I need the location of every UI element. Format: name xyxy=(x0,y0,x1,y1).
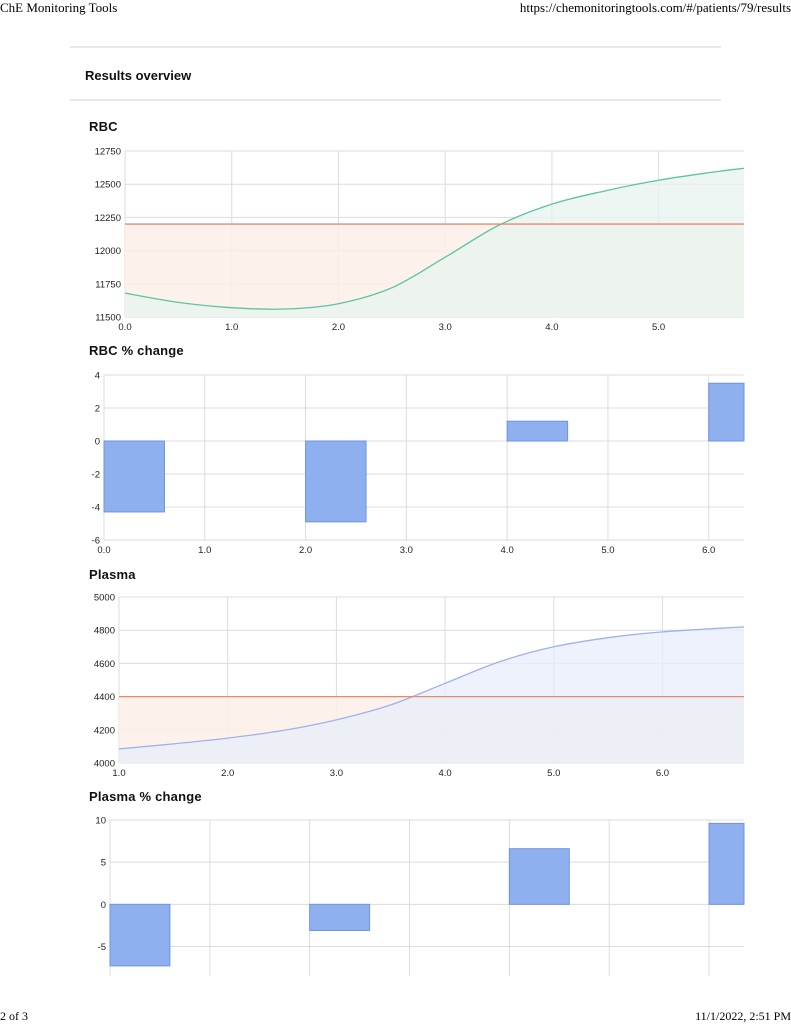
y-tick-label: 10 xyxy=(95,816,106,827)
x-tick-label: 0.0 xyxy=(118,322,131,333)
plasma-change-chart-title: Plasma % change xyxy=(89,789,202,804)
y-tick-label: 5000 xyxy=(94,593,115,604)
plasma-change-chart: -5 0 5 10 xyxy=(95,816,745,976)
x-tick-label: 4.0 xyxy=(545,322,558,333)
rbc-chart: 11500 11750 12000 12250 12500 12750 0.0 1.0 2.0 3… xyxy=(95,147,745,333)
results-overview-title: Results overview xyxy=(85,68,192,83)
y-tick-label: 2 xyxy=(95,404,100,415)
print-header-title: ChE Monitoring Tools xyxy=(0,0,118,15)
y-tick-label: 4800 xyxy=(94,626,115,637)
x-tick-label: 5.0 xyxy=(601,545,614,556)
rbc-change-chart-title: RBC % change xyxy=(89,343,184,358)
y-tick-label: 0 xyxy=(101,900,106,911)
y-tick-label: 11500 xyxy=(95,313,121,324)
y-tick-label: 0 xyxy=(95,437,100,448)
y-tick-label: 4200 xyxy=(94,725,115,736)
y-tick-label: 4400 xyxy=(94,692,115,703)
x-tick-label: 1.0 xyxy=(112,768,125,779)
series-area xyxy=(125,168,744,317)
series-line xyxy=(124,167,745,310)
bar xyxy=(103,440,165,513)
y-tick-label: 4 xyxy=(95,371,100,382)
bar xyxy=(305,440,367,523)
y-tick-label: 4000 xyxy=(94,759,115,770)
x-tick-label: 1.0 xyxy=(198,545,211,556)
y-tick-label: -2 xyxy=(92,470,100,481)
y-tick-label: 12500 xyxy=(95,180,121,191)
bar xyxy=(109,903,171,967)
divider-bottom xyxy=(70,99,721,101)
x-tick-label: 4.0 xyxy=(438,768,451,779)
rbc-chart-title: RBC xyxy=(89,119,118,134)
y-tick-label: 5 xyxy=(101,858,106,869)
bar xyxy=(506,420,569,442)
x-tick-label: 3.0 xyxy=(439,322,452,333)
series-line xyxy=(118,626,745,750)
y-tick-label: -6 xyxy=(92,536,100,547)
x-tick-label: 5.0 xyxy=(547,768,560,779)
plasma-chart: 4000 4200 4400 4600 4800 5000 1.0 2.0 3.0 4.0 5.0 6… xyxy=(94,593,745,779)
divider-top xyxy=(70,46,721,48)
x-tick-label: 6.0 xyxy=(702,545,715,556)
bar xyxy=(309,903,371,931)
x-tick-label: 6.0 xyxy=(656,768,669,779)
y-tick-label: -4 xyxy=(92,503,100,514)
x-tick-label: 3.0 xyxy=(330,768,343,779)
plasma-chart-title: Plasma xyxy=(89,567,136,582)
y-tick-label: 12000 xyxy=(95,246,121,257)
x-tick-label: 2.0 xyxy=(221,768,234,779)
x-tick-label: 2.0 xyxy=(332,322,345,333)
y-tick-label: -5 xyxy=(98,942,106,953)
print-footer-page: 2 of 3 xyxy=(0,1009,28,1023)
series-area xyxy=(119,626,744,763)
bar xyxy=(708,382,745,442)
y-tick-label: 12750 xyxy=(95,147,121,158)
bar xyxy=(708,822,745,905)
y-tick-label: 11750 xyxy=(95,279,121,290)
x-tick-label: 1.0 xyxy=(225,322,238,333)
x-tick-label: 2.0 xyxy=(299,545,312,556)
y-tick-label: 4600 xyxy=(94,659,115,670)
x-tick-label: 4.0 xyxy=(501,545,514,556)
rbc-change-chart: -6 -4 -2 0 2 4 0.0 1.0 2.0 3.0 4.0 5.0 6.0 xyxy=(92,371,745,556)
bar xyxy=(508,848,570,905)
x-tick-label: 0.0 xyxy=(97,545,110,556)
x-tick-label: 5.0 xyxy=(652,322,665,333)
y-tick-label: 12250 xyxy=(95,213,121,224)
print-header-url[interactable]: https://chemonitoringtools.com/#/patient… xyxy=(519,0,791,15)
x-tick-label: 3.0 xyxy=(400,545,413,556)
print-footer-datetime: 11/1/2022, 2:51 PM xyxy=(695,1009,791,1023)
